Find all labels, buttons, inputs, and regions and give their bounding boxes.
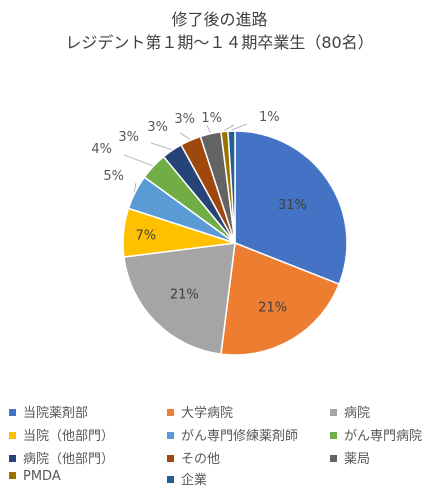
slice-value-label: 1%: [259, 110, 280, 125]
legend-label: 大学病院: [181, 406, 234, 421]
legend-swatch: [9, 409, 16, 416]
legend-swatch: [167, 432, 174, 439]
pie-slice: [220, 241, 341, 356]
leader-line: [231, 123, 248, 131]
slice-value-label: 7%: [135, 229, 156, 244]
legend-swatch: [9, 432, 16, 439]
legend-label: 当院薬剤部: [23, 406, 89, 421]
leader-line: [150, 142, 172, 150]
legend-swatch: [167, 409, 174, 416]
slice-value-label: 5%: [103, 169, 124, 184]
legend-label: その他: [181, 452, 221, 467]
leader-line: [224, 124, 235, 131]
slice-value-label: 31%: [278, 198, 307, 213]
legend-item: 企業: [167, 469, 207, 488]
leader-line: [206, 124, 211, 133]
legend-label: 当院（他部門）: [23, 429, 115, 444]
legend-swatch: [167, 455, 174, 462]
slice-value-label: 4%: [91, 142, 112, 157]
slice-value-label: 3%: [174, 112, 195, 127]
legend-label: 企業: [181, 473, 208, 488]
legend-label: PMDA: [23, 469, 61, 484]
legend-item: 当院（他部門）: [9, 425, 114, 444]
slice-value-label: 1%: [201, 111, 222, 126]
legend-label: 病院（他部門）: [23, 452, 115, 467]
legend-item: 大学病院: [167, 402, 233, 421]
legend-item: がん専門病院: [330, 425, 422, 444]
legend-label: 病院: [344, 406, 371, 421]
leader-line: [123, 154, 153, 167]
pie-slice: [234, 130, 348, 286]
slice-value-label: 3%: [147, 120, 168, 135]
legend-item: がん専門修練薬剤師: [167, 425, 298, 444]
legend-swatch: [330, 432, 337, 439]
chart-title-line-2: レジデント第１期～１４期卒業生（80名）: [65, 33, 374, 52]
pie-slice: [227, 130, 236, 244]
legend-swatch: [9, 472, 16, 479]
slice-value-label: 21%: [170, 288, 199, 303]
legend-item: その他: [167, 448, 220, 467]
legend-label: がん専門修練薬剤師: [181, 429, 299, 444]
legend-swatch: [330, 455, 337, 462]
legend-item: 当院薬剤部: [9, 402, 88, 421]
pie-slice: [123, 242, 236, 355]
slice-value-label: 21%: [258, 301, 287, 316]
legend-item: 病院（他部門）: [9, 448, 114, 467]
legend-label: がん専門病院: [344, 429, 423, 444]
legend-swatch: [9, 455, 16, 462]
legend-item: 薬局: [330, 448, 370, 467]
legend-swatch: [167, 476, 174, 483]
chart-title-line-1: 修了後の進路: [171, 10, 268, 29]
leader-line: [133, 182, 137, 192]
legend-item: PMDA: [9, 469, 61, 484]
legend-swatch: [330, 409, 337, 416]
leader-line: [179, 132, 191, 140]
legend-item: 病院: [330, 402, 370, 421]
slice-value-label: 3%: [118, 130, 139, 145]
legend-label: 薬局: [344, 452, 371, 467]
